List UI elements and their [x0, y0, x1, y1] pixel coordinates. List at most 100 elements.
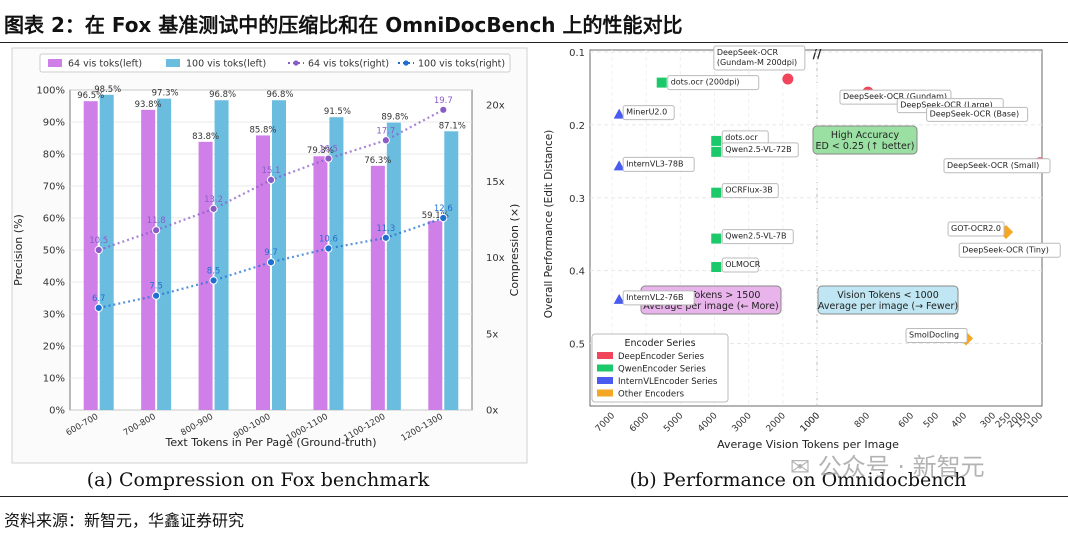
point-100-vis-toks — [266, 258, 276, 267]
legend-label: QwenEncoder Series — [618, 365, 706, 375]
y-tick-label: 100% — [36, 86, 65, 97]
legend: 64 vis toks(left) 100 vis toks(left) 64 vi… — [39, 53, 511, 73]
point-label: (Gundam-M 200dpi) — [717, 58, 797, 67]
bar-100-vis-toks — [444, 131, 459, 410]
y-tick-label: 0% — [49, 406, 65, 417]
y-tick-label: 90% — [43, 118, 65, 129]
source-bar: 资料来源：新智元，华鑫证券研究 — [0, 496, 1068, 547]
point-64-data-label: 10.5 — [89, 236, 108, 246]
point-64-vis-toks — [381, 136, 390, 145]
point-internvl — [613, 293, 625, 304]
bar-64-vis-toks — [198, 141, 213, 410]
point-label: Qwen2.5-VL-72B — [725, 145, 791, 154]
bar-100-vis-toks — [157, 98, 172, 410]
legend-marker — [403, 60, 409, 66]
y-tick-label: 40% — [43, 278, 65, 289]
bar-100-data-label: 87.1% — [439, 121, 466, 131]
point-label-box — [958, 242, 1061, 258]
point-64-data-label: 17.7 — [376, 126, 395, 136]
bar-64-vis-toks — [370, 165, 385, 410]
bar-64-data-label: 76.3% — [364, 156, 391, 166]
point-100-vis-toks — [152, 291, 161, 300]
point-64-data-label: 16.5 — [319, 145, 338, 155]
x-tick-label: 6000 — [628, 411, 651, 434]
x-tick-label: 800 — [853, 411, 872, 430]
point-label: DeepSeek-OCR (Large) — [900, 101, 992, 110]
y-right-tick-label: 20x — [486, 101, 505, 112]
y-tick-label: 70% — [43, 182, 65, 193]
point-100-data-label: 7.5 — [149, 282, 163, 292]
legend-marker — [293, 60, 299, 66]
annotation-text: Average per image (← More) — [643, 301, 778, 312]
watermark-text: 公众号 · 新智元 — [817, 453, 985, 481]
legend-swatch — [166, 59, 180, 67]
y-tick-label: 30% — [43, 310, 65, 321]
y-right-tick-label: 15x — [486, 177, 505, 188]
bar-100-vis-toks — [329, 117, 344, 410]
annotation-text: ED < 0.25 (↑ better) — [816, 141, 915, 152]
point-label-box — [622, 290, 695, 306]
bar-64-vis-toks — [83, 101, 98, 410]
bar-64-vis-toks — [141, 109, 156, 410]
point-100-data-label: 10.6 — [319, 234, 338, 244]
y-right-axis-label: Compression (×) — [508, 204, 521, 297]
y-tick-label: 20% — [43, 342, 65, 353]
legend-label: 64 vis toks(left) — [68, 59, 142, 70]
point-64-data-label: 11.8 — [147, 216, 166, 226]
x-axis-label: Text Tokens in Per Page (Ground-truth) — [164, 436, 376, 449]
bar-100-vis-toks — [99, 94, 114, 411]
point-100-data-label: 12.6 — [434, 204, 453, 214]
point-label: OCRFlux-3B — [725, 186, 773, 195]
point-64-vis-toks — [266, 175, 276, 185]
y-tick-label: 0.3 — [569, 194, 585, 205]
point-qwenencoder — [711, 146, 722, 157]
bar-64-data-label: 83.8% — [192, 132, 219, 142]
y-tick-label: 0.2 — [569, 121, 585, 132]
y-right-tick-label: 5x — [486, 329, 498, 340]
legend-swatch — [48, 59, 62, 67]
point-label: DeepSeek-OCR (Small) — [947, 161, 1039, 170]
x-tick-label: 7000 — [594, 411, 617, 434]
y-right-tick-label: 0x — [486, 406, 498, 417]
point-qwenencoder — [711, 187, 722, 198]
legend-label: Other Encoders — [618, 390, 685, 400]
legend-box — [39, 53, 511, 73]
annotation-box — [817, 285, 959, 315]
y-tick-label: 0.1 — [569, 48, 585, 59]
panel-b-caption: (b) Performance on Omnidocbench — [630, 469, 967, 491]
point-64-data-label: 19.7 — [434, 96, 453, 106]
point-label-box — [926, 106, 1029, 122]
legend-title: Encoder Series — [624, 338, 695, 349]
point-64-vis-toks — [209, 204, 218, 213]
point-label: SmolDocling — [909, 330, 959, 339]
point-qwenencoder — [656, 77, 667, 88]
point-qwenencoder — [711, 135, 722, 146]
point-label: dots.ocr (200dpi) — [671, 78, 740, 87]
legend-label: DeepEncoder Series — [618, 352, 705, 362]
point-internvl — [613, 160, 625, 171]
point-label: InternVL2-76B — [626, 293, 683, 302]
x-tick-label: 600 — [897, 411, 916, 430]
annotation-text: High Accuracy — [831, 130, 900, 141]
bar-64-data-label: 79.3% — [307, 146, 334, 156]
bar-64-data-label: 59.1% — [422, 211, 449, 221]
x-tick-label: 1000 — [799, 411, 822, 434]
bar-100-vis-toks — [214, 100, 229, 411]
bar-64-vis-toks — [313, 156, 328, 410]
bar-64-data-label: 85.8% — [249, 125, 276, 135]
point-64-vis-toks — [94, 245, 103, 255]
bar-100-data-label: 96.8% — [266, 90, 293, 100]
point-label: DeepSeek-OCR — [717, 48, 779, 57]
x-tick-label: 5000 — [662, 411, 685, 434]
point-64-vis-toks — [324, 154, 333, 163]
x-tick-label: 100 — [1026, 411, 1045, 430]
point-label-box — [943, 158, 1051, 174]
legend: Encoder Series DeepEncoder Series QwenEnco… — [591, 333, 729, 403]
point-label-box — [622, 156, 695, 172]
point-qwenencoder — [711, 262, 722, 273]
annotation-text: Vision Tokens < 1000 — [837, 290, 939, 301]
bar-64-vis-toks — [256, 135, 270, 410]
bar-64-data-label: 93.8% — [135, 100, 162, 110]
point-100-vis-toks — [94, 303, 103, 313]
